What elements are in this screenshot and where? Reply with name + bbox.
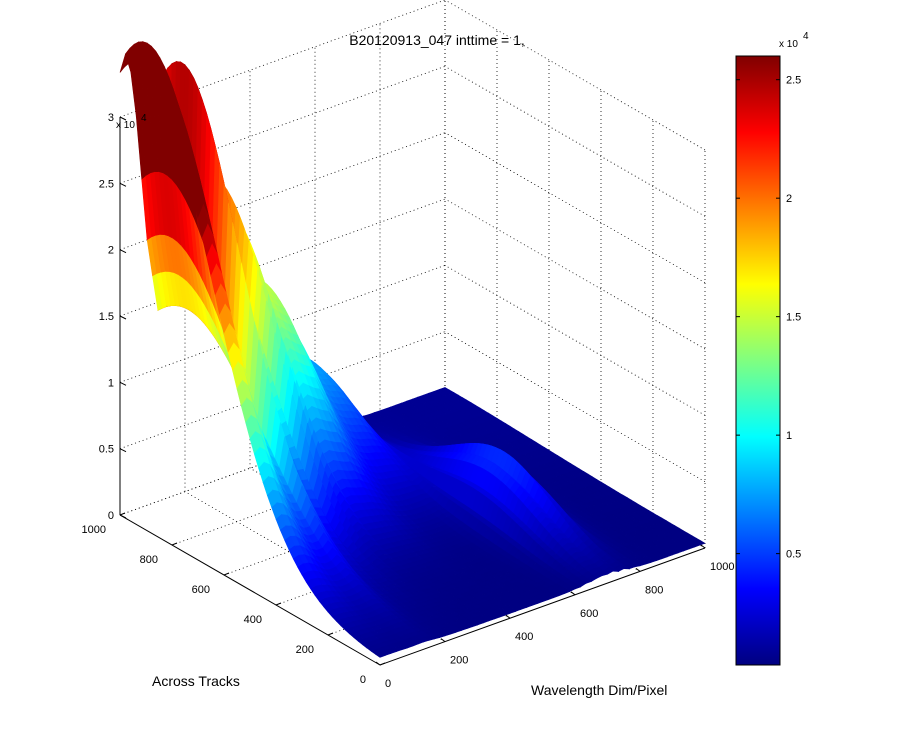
x-tick-mark [700,544,706,549]
x-tick-label: 600 [580,608,598,620]
x-tick-mark [440,638,446,642]
colorbar-tick-label: 1 [786,430,792,442]
z-tick-mark [119,381,127,386]
y-tick-label: 1000 [82,524,106,536]
z-multiplier-exponent: 4 [141,113,147,124]
x-tick-label: 400 [515,631,533,643]
colorbar-tick-label: 2.5 [786,75,801,87]
x-tick-label: 1000 [710,561,734,573]
grid-line [444,264,706,416]
z-tick-label: 1 [108,377,114,389]
colorbar-multiplier-exponent: 4 [803,31,809,42]
z-tick-label: 2 [108,245,114,257]
colorbar: x 10 4 0.5 1 1.5 2 2.5 [735,31,809,666]
grid-line [119,198,446,317]
z-tick-label: 3 [108,112,114,124]
grid-line [444,198,706,350]
colorbar-tick-label: 2 [786,193,792,205]
z-tick-mark [119,249,127,254]
y-tick-mark [171,542,178,546]
z-tick-mark [119,182,127,187]
chart-title: B20120913_047 inttime = 1, [349,32,525,48]
z-tick-label: 0 [108,510,114,522]
z-tick-label: 2.5 [99,178,114,190]
x-tick-mark [505,614,511,619]
z-multiplier-text: x 10 [116,120,135,131]
y-tick-mark [327,632,334,636]
colorbar-gradient [735,55,781,666]
y-tick-label: 200 [296,644,314,656]
x-tick-label: 200 [450,655,468,667]
grid-line [444,65,706,217]
x-tick-label: 800 [645,584,663,596]
y-tick-label: 0 [360,674,366,686]
colorbar-tick-label: 0.5 [786,549,801,561]
colorbar-tick-label: 1.5 [786,312,801,324]
z-tick-mark [119,448,127,453]
x-tick-mark [570,591,576,596]
y-tick-label: 800 [140,554,158,566]
grid-line [119,65,446,184]
z-tick-label: 1.5 [99,311,114,323]
x-axis-label: Wavelength Dim/Pixel [531,682,667,698]
z-tick-mark [119,315,127,320]
surface-plot [119,41,706,658]
colorbar-multiplier-text: x 10 [779,39,798,50]
grid-line [444,132,706,284]
y-tick-label: 400 [244,614,262,626]
grid-line [119,132,446,251]
grid-line [119,0,446,118]
y-tick-label: 600 [192,584,210,596]
y-axis-label: Across Tracks [152,673,240,689]
grid-line [444,0,706,151]
z-tick-label: 0.5 [99,444,114,456]
y-tick-mark [223,572,230,576]
y-tick-mark [119,512,126,516]
y-tick-mark [275,602,282,606]
x-tick-label: 0 [385,678,391,690]
x-tick-mark [635,568,641,572]
